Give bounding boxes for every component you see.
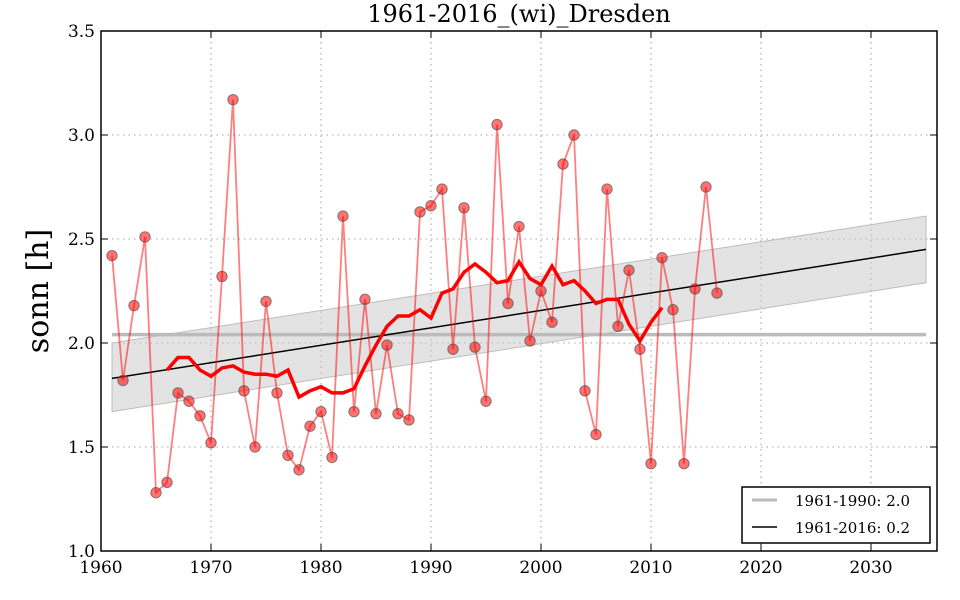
data-point [348, 405, 360, 418]
data-point [469, 341, 481, 353]
data-point [480, 395, 492, 407]
data-point [513, 220, 525, 233]
moving-average-line [165, 258, 664, 400]
legend-label-reference: 1961-1990: 2.0 [795, 492, 910, 510]
data-point [678, 457, 690, 470]
data-point [502, 297, 514, 310]
data-point [590, 428, 602, 441]
data-point [260, 295, 272, 308]
data-point [436, 183, 448, 195]
data-point [194, 410, 206, 422]
y-tick-label: 3.5 [68, 22, 95, 42]
data-point [524, 335, 536, 347]
data-point [568, 129, 580, 141]
data-point [359, 293, 371, 306]
x-tick-label: 1980 [299, 558, 342, 578]
y-axis-ticks: 1.0 1.5 2.0 2.5 3.0 3.5 [68, 22, 937, 562]
linear-trend-line [111, 248, 927, 380]
data-point [579, 385, 591, 397]
y-tick-label: 2.0 [68, 334, 95, 354]
data-point [183, 395, 195, 407]
data-point [557, 158, 569, 170]
legend-label-trend: 1961-2016: 0.2 [795, 519, 910, 537]
data-point [381, 339, 393, 351]
data-point [491, 118, 503, 131]
data-point [161, 476, 173, 489]
data-point [106, 249, 118, 262]
data-point [139, 231, 151, 243]
data-point [227, 93, 239, 106]
data-point [150, 487, 162, 499]
plot-frame [100, 30, 938, 552]
data-point [645, 457, 657, 470]
x-tick-label: 2010 [629, 558, 672, 578]
data-point [634, 343, 646, 355]
y-tick-label: 2.5 [68, 230, 95, 250]
x-tick-label: 2000 [519, 558, 562, 578]
data-point [326, 451, 338, 464]
data-point [205, 437, 217, 449]
data-point [128, 299, 140, 312]
axes [100, 30, 938, 552]
data-point [271, 387, 283, 399]
x-tick-label: 2020 [739, 558, 782, 578]
annual-line [111, 99, 718, 495]
data-point [216, 270, 228, 283]
data-point [392, 408, 404, 420]
y-tick-label: 3.0 [68, 126, 95, 146]
data-point [315, 405, 327, 418]
moving-average [165, 258, 664, 400]
data-point [612, 320, 624, 333]
data-point [601, 183, 613, 195]
x-tick-label: 2030 [849, 558, 892, 578]
x-tick-label: 1970 [189, 558, 232, 578]
data-point [293, 464, 305, 476]
data-point [282, 449, 294, 462]
annual-values-markers [106, 93, 723, 499]
data-point [689, 283, 701, 295]
chart-title: 1961-2016_(wi)_Dresden [367, 0, 670, 28]
y-axis-label: sonn [h] [21, 229, 56, 353]
x-axis-ticks: 1960 1970 1980 1990 2000 2010 2020 2030 [79, 31, 893, 578]
legend: 1961-1990: 2.0 1961-2016: 0.2 [741, 486, 931, 544]
data-point [535, 285, 547, 297]
data-point [337, 210, 349, 222]
data-point [546, 316, 558, 328]
data-point [403, 414, 415, 426]
x-tick-label: 1960 [79, 558, 122, 578]
data-point [414, 206, 426, 218]
data-point [425, 200, 437, 212]
legend-box [741, 486, 931, 544]
data-point [172, 387, 184, 399]
data-point [667, 304, 679, 316]
data-point [711, 287, 723, 299]
y-tick-label: 1.5 [68, 438, 95, 458]
data-point [656, 252, 668, 264]
data-point [370, 408, 382, 420]
data-point [117, 374, 129, 387]
x-tick-label: 1990 [409, 558, 452, 578]
annual-values-line [111, 99, 718, 495]
data-point [623, 264, 635, 276]
data-point [447, 343, 459, 355]
data-point [238, 385, 250, 397]
data-point [700, 181, 712, 193]
data-point [458, 202, 470, 214]
y-tick-label: 1.0 [68, 542, 95, 562]
data-point [249, 441, 261, 453]
trend-line [111, 248, 927, 380]
data-point [304, 420, 316, 432]
